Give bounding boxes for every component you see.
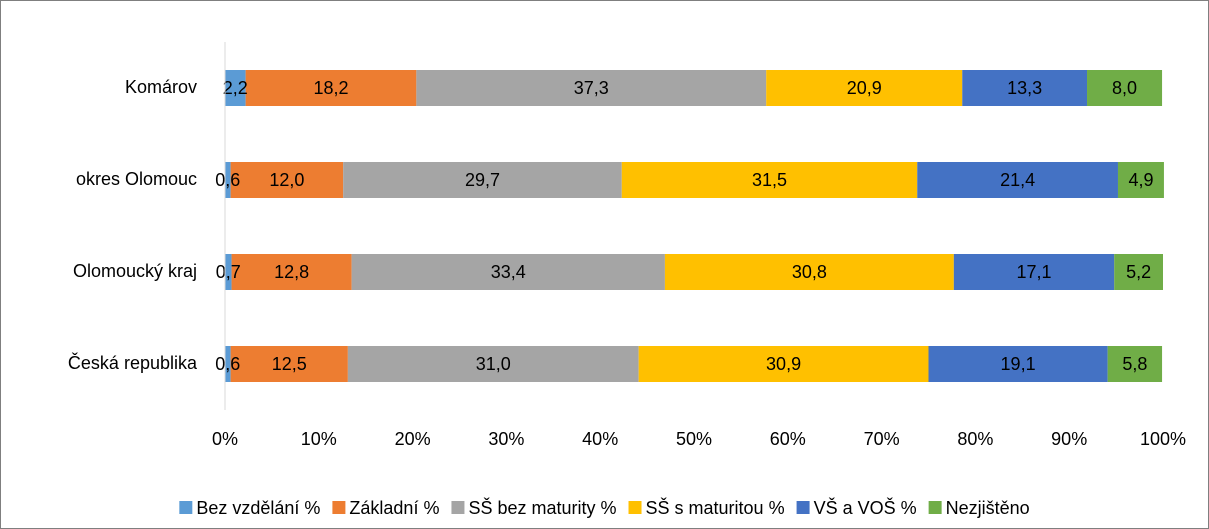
x-tick-label: 20% bbox=[395, 429, 431, 449]
bar-segment bbox=[766, 70, 963, 106]
data-label: 18,2 bbox=[313, 78, 348, 98]
legend-label: Bez vzdělání % bbox=[196, 498, 320, 518]
bar-segment bbox=[231, 254, 352, 290]
data-label: 0,7 bbox=[216, 262, 241, 282]
x-tick-label: 50% bbox=[676, 429, 712, 449]
legend-label: SŠ bez maturity % bbox=[468, 497, 616, 518]
y-tick-label: Komárov bbox=[125, 77, 197, 97]
bar-segment bbox=[225, 346, 231, 382]
legend-swatch bbox=[179, 501, 193, 514]
x-tick-label: 10% bbox=[301, 429, 337, 449]
x-tick-label: 30% bbox=[488, 429, 524, 449]
data-label: 0,6 bbox=[215, 354, 240, 374]
data-label: 5,8 bbox=[1122, 354, 1147, 374]
bar-segment bbox=[1087, 70, 1163, 106]
data-label: 20,9 bbox=[847, 78, 882, 98]
data-label: 5,2 bbox=[1126, 262, 1151, 282]
data-label: 31,5 bbox=[752, 170, 787, 190]
bar-segment bbox=[1114, 254, 1163, 290]
legend-label: Základní % bbox=[349, 498, 439, 518]
data-label: 30,9 bbox=[766, 354, 801, 374]
bar-segment bbox=[953, 254, 1115, 290]
legend-swatch bbox=[796, 501, 810, 514]
data-label: 0,6 bbox=[215, 170, 240, 190]
data-label: 2,2 bbox=[223, 78, 248, 98]
y-tick-label: okres Olomouc bbox=[76, 169, 197, 189]
data-label: 8,0 bbox=[1112, 78, 1137, 98]
bar-segment bbox=[638, 346, 929, 382]
bar-segment bbox=[962, 70, 1088, 106]
y-tick-label: Česká republika bbox=[68, 352, 198, 373]
legend-swatch bbox=[332, 501, 346, 514]
bar-segment bbox=[225, 254, 232, 290]
x-tick-label: 90% bbox=[1051, 429, 1087, 449]
bar-segment bbox=[416, 70, 767, 106]
legend-swatch bbox=[451, 501, 465, 514]
x-tick-label: 0% bbox=[212, 429, 238, 449]
x-tick-label: 40% bbox=[582, 429, 618, 449]
bar-segment bbox=[1117, 162, 1164, 198]
data-label: 17,1 bbox=[1017, 262, 1052, 282]
bar-segment bbox=[230, 162, 344, 198]
x-tick-label: 80% bbox=[957, 429, 993, 449]
data-label: 29,7 bbox=[465, 170, 500, 190]
data-label: 12,5 bbox=[272, 354, 307, 374]
bar-segment bbox=[343, 162, 622, 198]
x-tick-label: 100% bbox=[1140, 429, 1186, 449]
bar-segment bbox=[225, 162, 231, 198]
data-label: 12,8 bbox=[274, 262, 309, 282]
y-tick-label: Olomoucký kraj bbox=[73, 261, 197, 281]
x-tick-label: 60% bbox=[770, 429, 806, 449]
bar-segment bbox=[928, 346, 1108, 382]
bar-segment bbox=[230, 346, 348, 382]
bar-segment bbox=[351, 254, 665, 290]
data-label: 4,9 bbox=[1128, 170, 1153, 190]
bar-segment bbox=[347, 346, 639, 382]
data-label: 12,0 bbox=[269, 170, 304, 190]
data-label: 33,4 bbox=[491, 262, 526, 282]
bar-segment bbox=[245, 70, 417, 106]
data-label: 37,3 bbox=[574, 78, 609, 98]
bar-segment bbox=[664, 254, 954, 290]
bar-segment bbox=[621, 162, 918, 198]
data-label: 13,3 bbox=[1007, 78, 1042, 98]
data-label: 31,0 bbox=[476, 354, 511, 374]
legend-label: Nezjištěno bbox=[946, 498, 1030, 518]
bar-segment bbox=[917, 162, 1118, 198]
data-label: 21,4 bbox=[1000, 170, 1035, 190]
legend-label: VŠ a VOŠ % bbox=[814, 497, 917, 518]
bar-segment bbox=[225, 70, 246, 106]
data-label: 30,8 bbox=[792, 262, 827, 282]
x-tick-label: 70% bbox=[864, 429, 900, 449]
legend-swatch bbox=[928, 501, 942, 514]
bar-segment bbox=[1107, 346, 1163, 382]
legend-label: SŠ s maturitou % bbox=[646, 497, 785, 518]
data-label: 19,1 bbox=[1001, 354, 1036, 374]
legend-swatch bbox=[628, 501, 642, 514]
